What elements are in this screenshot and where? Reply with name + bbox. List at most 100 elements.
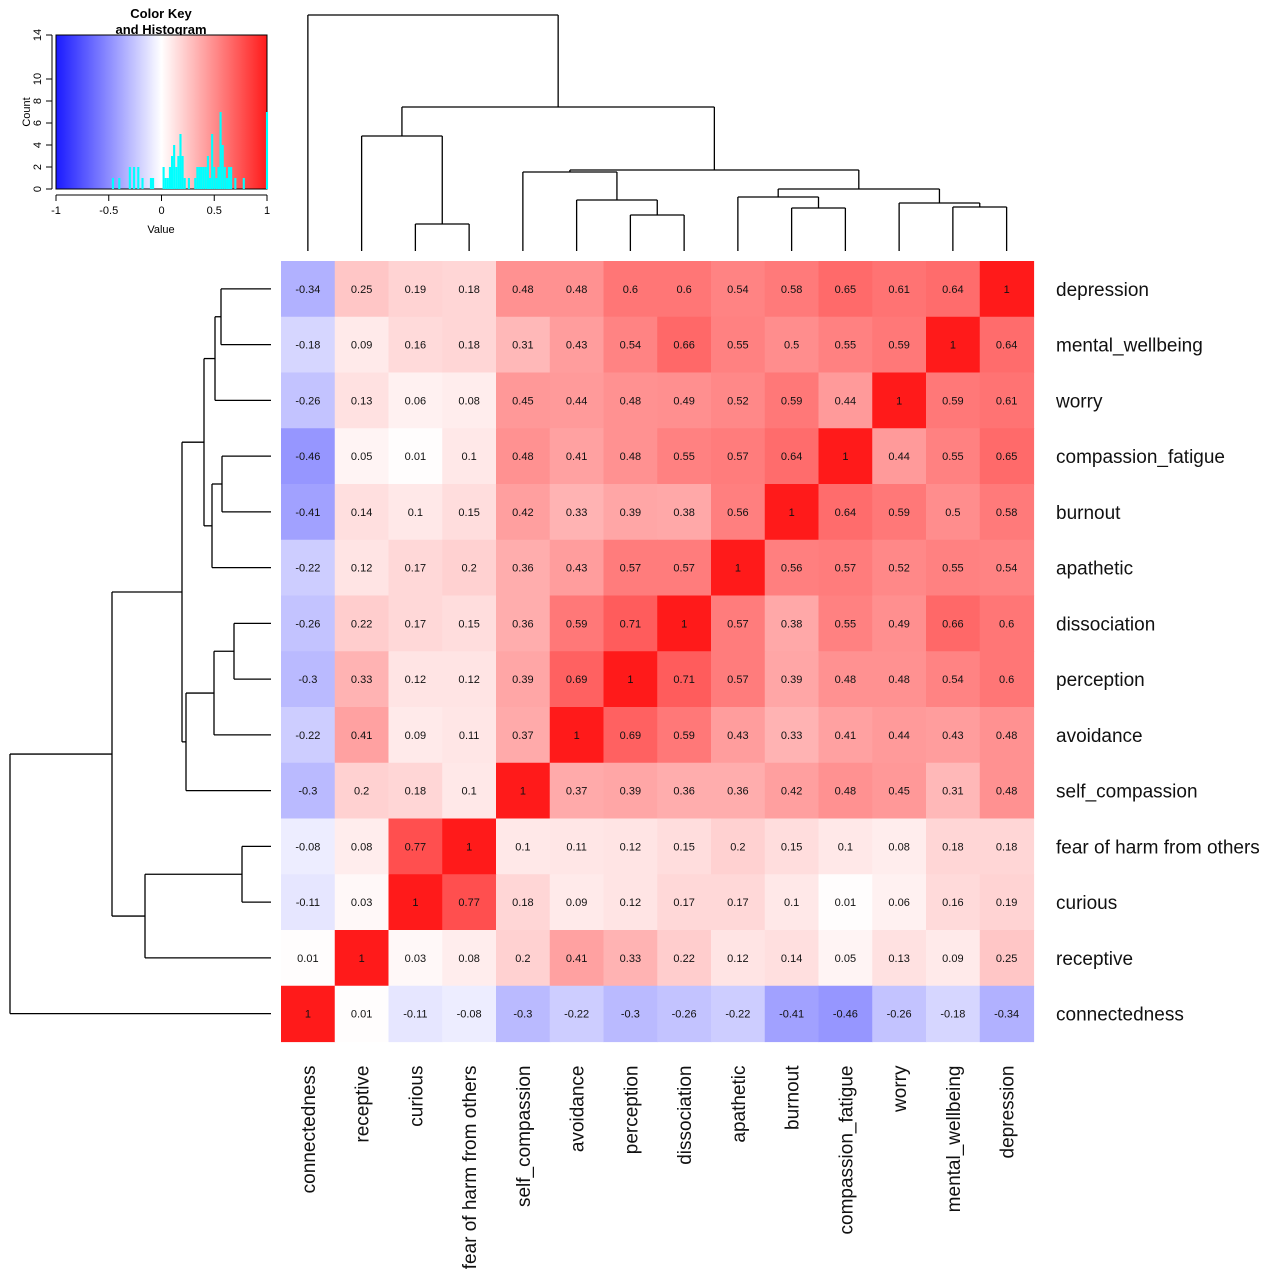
heatmap-cell: [818, 930, 873, 987]
cell-value-label: 0.1: [784, 897, 799, 909]
heatmap-cell: [388, 707, 443, 764]
heatmap-cell: [549, 484, 605, 541]
column-label: compassion_fatigue: [836, 1066, 857, 1235]
histogram-bar: [208, 178, 212, 189]
cell-value-label: 0.64: [781, 451, 802, 463]
heatmap-cell: [872, 707, 927, 764]
cell-value-label: -0.41: [779, 1009, 804, 1021]
cell-value-label: 0.1: [838, 841, 853, 853]
cell-value-label: 0.18: [458, 340, 479, 352]
heatmap-cell: [657, 818, 712, 875]
heatmap-cell: [496, 818, 551, 875]
heatmap-cell: [281, 874, 336, 931]
heatmap-cell: [872, 539, 927, 597]
cell-value-label: -0.11: [403, 1009, 427, 1021]
cell-value-label: 0.45: [512, 395, 533, 407]
heatmap-cell: [818, 651, 873, 708]
cell-value-label: 0.19: [405, 284, 426, 296]
heatmap-cell: [764, 874, 820, 931]
cell-value-label: 0.58: [781, 284, 802, 296]
cell-value-label: 0.18: [405, 786, 426, 798]
cell-value-label: 0.71: [673, 674, 694, 686]
heatmap-cell: [657, 539, 712, 597]
heatmap-cell: [818, 539, 873, 597]
histogram-bar: [179, 134, 182, 189]
cell-value-label: 0.12: [405, 674, 426, 686]
heatmap-cell: [603, 316, 658, 374]
cell-value-label: -0.3: [513, 1009, 532, 1021]
heatmap-cell: [388, 651, 443, 708]
cell-value-label: 0.52: [727, 395, 748, 407]
heatmap-cell: [603, 818, 658, 875]
cell-value-label: 0.41: [566, 451, 587, 463]
cell-value-label: 0.69: [566, 674, 587, 686]
cell-value-label: 0.11: [566, 841, 587, 853]
cell-value-label: 0.64: [996, 340, 1017, 352]
cell-value-label: 0.69: [620, 730, 641, 742]
heatmap-cell: [388, 930, 443, 987]
histogram-bar: [187, 178, 190, 189]
cell-value-label: 0.31: [512, 340, 533, 352]
cell-value-label: 0.59: [888, 507, 909, 519]
histogram-bar: [141, 178, 144, 189]
cell-value-label: 1: [735, 563, 741, 575]
heatmap-cell: [711, 595, 766, 652]
heatmap-cell: [496, 372, 551, 429]
histogram-bar: [175, 167, 178, 189]
histogram-bar: [202, 167, 205, 189]
cell-value-label: 0.48: [566, 284, 587, 296]
cell-value-label: 0.36: [673, 786, 694, 798]
heatmap-cell: [334, 261, 390, 318]
cell-value-label: 0.03: [405, 953, 426, 965]
histogram-bar: [173, 145, 176, 189]
heatmap-cell: [926, 539, 981, 597]
y-tick-label: 2: [32, 164, 44, 170]
heatmap-cell: [979, 261, 1035, 318]
heatmap-cell: [657, 484, 712, 541]
cell-value-label: 1: [789, 507, 795, 519]
cell-value-label: -0.26: [887, 1009, 912, 1021]
heatmap-cell: [711, 762, 766, 820]
y-tick-label: 6: [32, 120, 44, 126]
heatmap-cell: [442, 874, 497, 931]
cell-value-label: 0.09: [566, 897, 587, 909]
row-label: avoidance: [1056, 726, 1143, 747]
cell-value-label: 0.12: [620, 897, 641, 909]
heatmap-cell: [334, 372, 390, 429]
histogram-bar: [198, 167, 201, 189]
heatmap-cell: [926, 874, 981, 931]
heatmap-cell: [657, 372, 712, 429]
cell-value-label: 0.43: [566, 340, 587, 352]
cell-value-label: 0.01: [297, 953, 318, 965]
cell-value-label: 0.19: [996, 897, 1017, 909]
cell-value-label: 1: [412, 897, 418, 909]
cell-value-label: 0.12: [458, 674, 479, 686]
heatmap-cell: [764, 818, 820, 875]
cell-value-label: 0.5: [945, 507, 960, 519]
histogram-bar: [118, 178, 121, 189]
column-label: depression: [998, 1066, 1019, 1159]
heatmap-cell: [872, 428, 927, 485]
heatmap-cell: [334, 651, 390, 708]
cell-value-label: 0.18: [942, 841, 963, 853]
heatmap-cell: [281, 985, 336, 1043]
heatmap-cell: [872, 261, 927, 318]
heatmap-cell: [442, 316, 497, 374]
heatmap-cell: [872, 874, 927, 931]
y-tick-label: 14: [32, 29, 44, 41]
row-label: burnout: [1056, 503, 1121, 524]
cell-value-label: 1: [950, 340, 956, 352]
cell-value-label: 0.15: [673, 841, 694, 853]
cell-value-label: 0.54: [996, 563, 1017, 575]
cell-value-label: 0.09: [942, 953, 963, 965]
heatmap-cell: [764, 651, 820, 708]
heatmap-cell: [818, 428, 873, 485]
heatmap-cell: [334, 874, 390, 931]
cell-value-label: 0.57: [727, 618, 748, 630]
heatmap-cell: [926, 372, 981, 429]
heatmap-cell: [549, 930, 605, 987]
heatmap-cell: [764, 372, 820, 429]
cell-value-label: 0.6: [999, 618, 1014, 630]
histogram-bar: [183, 178, 186, 189]
